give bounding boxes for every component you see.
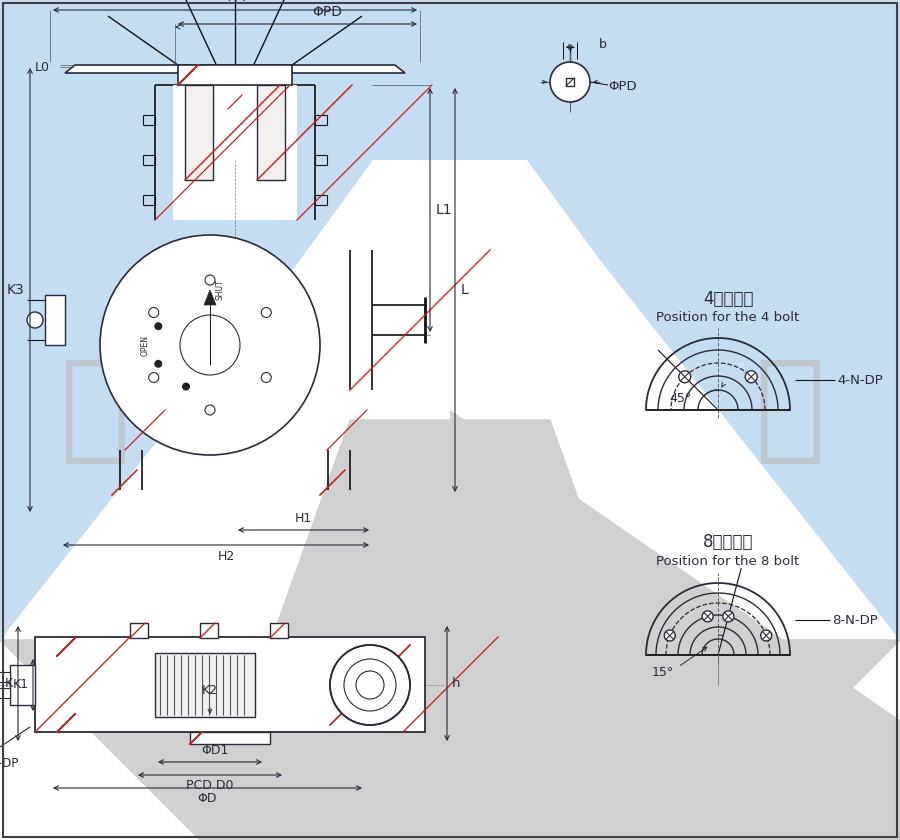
Bar — [45, 295, 65, 345]
Text: L1: L1 — [436, 203, 453, 217]
Bar — [173, 85, 297, 220]
Bar — [190, 732, 270, 744]
Bar — [403, 637, 425, 732]
Circle shape — [182, 382, 190, 391]
Polygon shape — [0, 640, 900, 840]
Bar — [185, 85, 213, 180]
Circle shape — [344, 659, 396, 711]
Bar — [320, 470, 358, 495]
Bar — [35, 637, 425, 732]
Text: ΦD: ΦD — [198, 792, 217, 805]
Text: ΦD1: ΦD1 — [202, 744, 229, 757]
Text: N-H-DP: N-H-DP — [0, 757, 20, 770]
Polygon shape — [185, 85, 213, 180]
Polygon shape — [257, 85, 285, 180]
Text: h: h — [452, 677, 461, 690]
Circle shape — [679, 370, 691, 383]
Bar — [125, 410, 143, 450]
Bar — [112, 470, 150, 495]
Bar — [178, 65, 293, 85]
Bar — [57, 638, 403, 656]
Bar — [297, 85, 315, 220]
Bar — [200, 623, 218, 638]
Circle shape — [148, 307, 158, 318]
Circle shape — [356, 671, 384, 699]
Polygon shape — [178, 65, 292, 85]
Bar — [35, 637, 57, 732]
Text: L0: L0 — [35, 61, 50, 74]
Text: Position for the 8 bolt: Position for the 8 bolt — [656, 555, 799, 568]
Circle shape — [261, 372, 271, 382]
Circle shape — [550, 62, 590, 102]
Polygon shape — [204, 290, 216, 305]
Text: K: K — [4, 677, 13, 690]
Bar — [330, 645, 410, 725]
Text: SHUT: SHUT — [215, 280, 224, 301]
Text: 8个孔位置: 8个孔位置 — [703, 533, 753, 551]
Circle shape — [723, 611, 734, 622]
Bar — [10, 665, 35, 705]
Circle shape — [664, 630, 675, 641]
Text: H2: H2 — [218, 550, 235, 563]
Text: 45°: 45° — [669, 391, 691, 405]
Bar — [0, 672, 10, 682]
Bar — [228, 95, 242, 109]
Bar — [327, 410, 345, 450]
Polygon shape — [65, 65, 405, 73]
Bar — [257, 85, 285, 180]
Bar — [190, 732, 270, 744]
Bar — [155, 653, 255, 717]
Bar — [350, 250, 372, 390]
Circle shape — [702, 611, 713, 622]
Text: K2: K2 — [202, 684, 218, 696]
Circle shape — [27, 312, 43, 328]
Text: b: b — [599, 38, 607, 50]
Circle shape — [100, 235, 320, 455]
Text: 4-N-DP: 4-N-DP — [837, 374, 883, 386]
Circle shape — [760, 630, 771, 641]
Bar — [130, 623, 148, 638]
Text: H1: H1 — [295, 512, 312, 525]
Text: ΦPD: ΦPD — [312, 5, 343, 19]
Text: 蒸: 蒸 — [59, 353, 130, 468]
Circle shape — [330, 645, 410, 725]
Bar — [57, 714, 403, 732]
Text: Position for the 4 bolt: Position for the 4 bolt — [656, 311, 799, 324]
Bar — [0, 688, 10, 698]
Polygon shape — [410, 0, 900, 640]
Circle shape — [180, 315, 240, 375]
Text: 辒: 辒 — [754, 353, 825, 468]
Bar — [270, 623, 288, 638]
Polygon shape — [0, 0, 490, 640]
Polygon shape — [40, 0, 860, 160]
Polygon shape — [200, 420, 700, 840]
Text: 8-N-DP: 8-N-DP — [832, 613, 878, 627]
Circle shape — [205, 405, 215, 415]
Circle shape — [154, 323, 162, 330]
Bar — [566, 78, 574, 86]
Text: OPEN: OPEN — [140, 334, 149, 355]
Text: PCD D0: PCD D0 — [186, 779, 234, 792]
Text: 15°: 15° — [652, 666, 674, 680]
Bar — [270, 623, 288, 638]
Text: ΦM: ΦM — [223, 0, 247, 4]
Text: K3: K3 — [6, 283, 24, 297]
Circle shape — [205, 275, 215, 285]
Bar — [155, 85, 173, 220]
Text: L: L — [461, 283, 469, 297]
Text: 4个孔位置: 4个孔位置 — [703, 290, 753, 308]
Bar — [566, 78, 574, 86]
Text: K1: K1 — [13, 679, 29, 691]
Polygon shape — [0, 0, 900, 640]
Polygon shape — [0, 0, 900, 640]
Text: ΦPD: ΦPD — [608, 81, 636, 93]
Circle shape — [148, 372, 158, 382]
Bar — [200, 623, 218, 638]
Bar — [130, 623, 148, 638]
Circle shape — [261, 307, 271, 318]
Polygon shape — [450, 410, 900, 840]
Circle shape — [154, 360, 162, 368]
Circle shape — [745, 370, 757, 383]
